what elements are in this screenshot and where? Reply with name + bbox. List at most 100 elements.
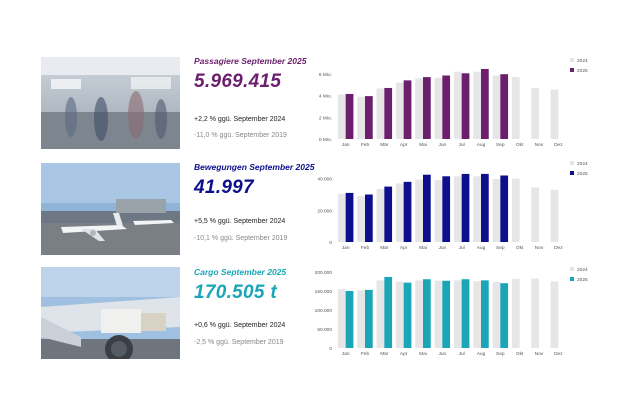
bar-2024-Sep <box>492 75 501 139</box>
legend-label-2025: 2025 <box>577 68 588 74</box>
x-tick-label: Aug <box>477 245 486 251</box>
bar-2024-Okt <box>511 278 520 348</box>
panel-title-cargo: Cargo September 2025 <box>194 267 287 277</box>
bar-2025-Sep <box>500 283 509 348</box>
y-tick-label: 0 <box>329 346 332 352</box>
bar-2025-Mai <box>423 174 431 242</box>
bar-2025-Jan <box>345 93 354 139</box>
bar-2024-Okt <box>511 77 520 139</box>
x-tick-label: Jan <box>342 351 350 357</box>
bar-2025-Apr <box>403 181 412 242</box>
x-tick-label: Aug <box>477 351 486 357</box>
bar-2024-Jan <box>337 94 346 139</box>
bar-2025-Jul <box>461 173 470 242</box>
legend-label-2025: 2025 <box>577 171 588 177</box>
bar-2024-Jun <box>434 180 443 242</box>
bar-2024-Aug <box>473 176 481 242</box>
comparison-prev-year-movements: +5,5 % ggü. September 2024 <box>194 218 286 225</box>
bar-2024-Sep <box>492 281 501 348</box>
bar-2024-Apr <box>395 281 404 348</box>
panel-value-passengers: 5.969.415 <box>194 71 282 92</box>
bar-2024-Aug <box>473 71 481 139</box>
y-tick-label: 2 Mio. <box>319 115 332 121</box>
legend-label-2024: 2024 <box>577 267 588 273</box>
x-tick-label: Feb <box>361 351 370 357</box>
bar-2025-Mär <box>384 87 393 139</box>
bar-2024-Jun <box>434 77 443 139</box>
y-tick-label: 40.000 <box>317 177 332 183</box>
x-tick-label: Sep <box>496 351 505 357</box>
bar-2024-Mai <box>415 179 423 242</box>
bar-2025-Mai <box>423 77 431 139</box>
bar-2024-Sep <box>492 178 501 242</box>
bar-2025-Aug <box>481 68 489 139</box>
comparison-2019-movements: -10,1 % ggü. September 2019 <box>194 235 288 242</box>
y-tick-label: 0 <box>329 240 332 246</box>
bar-2024-Apr <box>395 183 404 242</box>
x-tick-label: Mai <box>419 142 427 148</box>
legend-label-2024: 2024 <box>577 161 588 167</box>
x-tick-label: Nov <box>535 351 544 357</box>
x-tick-label: Mär <box>380 245 389 251</box>
bar-2025-Jan <box>345 192 354 242</box>
legend-swatch-2025 <box>570 171 574 175</box>
x-tick-label: Sep <box>496 245 505 251</box>
x-tick-label: Nov <box>535 245 544 251</box>
x-tick-label: Jun <box>438 142 446 148</box>
bar-2024-Okt <box>511 178 520 242</box>
x-tick-label: Jan <box>342 245 350 251</box>
x-tick-label: Dez <box>554 245 563 251</box>
legend-swatch-2025 <box>570 68 574 72</box>
legend-swatch-2024 <box>570 58 574 62</box>
x-tick-label: Jul <box>459 245 465 251</box>
comparison-2019-cargo: -2,5 % ggü. September 2019 <box>194 339 284 346</box>
x-tick-label: Jan <box>342 142 350 148</box>
bar-2025-Feb <box>365 96 373 139</box>
bar-2024-Feb <box>357 96 365 139</box>
x-tick-label: Apr <box>400 245 408 251</box>
bar-2024-Dez <box>550 189 559 242</box>
bar-2025-Aug <box>481 173 489 242</box>
comparison-2019-passengers: -11,0 % ggü. September 2019 <box>194 132 287 139</box>
bar-2024-Nov <box>531 187 539 242</box>
legend-swatch-2025 <box>570 277 574 281</box>
bar-2024-Apr <box>395 82 404 139</box>
bar-2025-Mai <box>423 279 431 348</box>
bar-2024-Feb <box>357 290 365 348</box>
x-tick-label: Sep <box>496 142 505 148</box>
bar-2025-Jan <box>345 291 354 348</box>
panel-value-movements: 41.997 <box>194 177 254 198</box>
bar-2024-Jan <box>337 193 346 242</box>
bar-2024-Mär <box>376 280 385 348</box>
bar-2024-Jul <box>453 280 462 348</box>
x-tick-label: Feb <box>361 245 370 251</box>
bar-2024-Jun <box>434 280 443 348</box>
bar-2024-Nov <box>531 278 539 348</box>
y-tick-label: 150.000 <box>315 289 333 295</box>
panel-title-movements: Bewegungen September 2025 <box>194 162 315 172</box>
bar-2024-Mär <box>376 188 385 242</box>
x-tick-label: Apr <box>400 142 408 148</box>
bar-2024-Jan <box>337 289 346 348</box>
comparison-prev-year-passengers: +2,2 % ggü. September 2024 <box>194 116 286 123</box>
bar-2025-Mär <box>384 276 393 348</box>
bar-2025-Sep <box>500 175 509 242</box>
bar-2025-Aug <box>481 280 489 348</box>
legend-label-2024: 2024 <box>577 58 588 64</box>
x-tick-label: Okt <box>516 351 524 357</box>
x-tick-label: Jul <box>459 351 465 357</box>
x-tick-label: Nov <box>535 142 544 148</box>
x-tick-label: Dez <box>554 351 563 357</box>
y-tick-label: 20.000 <box>317 208 332 214</box>
x-tick-label: Aug <box>477 142 486 148</box>
bar-2025-Jun <box>442 75 451 139</box>
legend-label-2025: 2025 <box>577 277 588 283</box>
y-tick-label: 200.000 <box>315 270 333 276</box>
bar-2024-Dez <box>550 281 559 348</box>
bar-2025-Jun <box>442 176 451 242</box>
bar-2025-Jul <box>461 73 470 139</box>
x-tick-label: Dez <box>554 142 563 148</box>
cargo-loading-photo <box>41 267 180 359</box>
bar-2025-Apr <box>403 282 412 348</box>
x-tick-label: Jun <box>438 245 446 251</box>
